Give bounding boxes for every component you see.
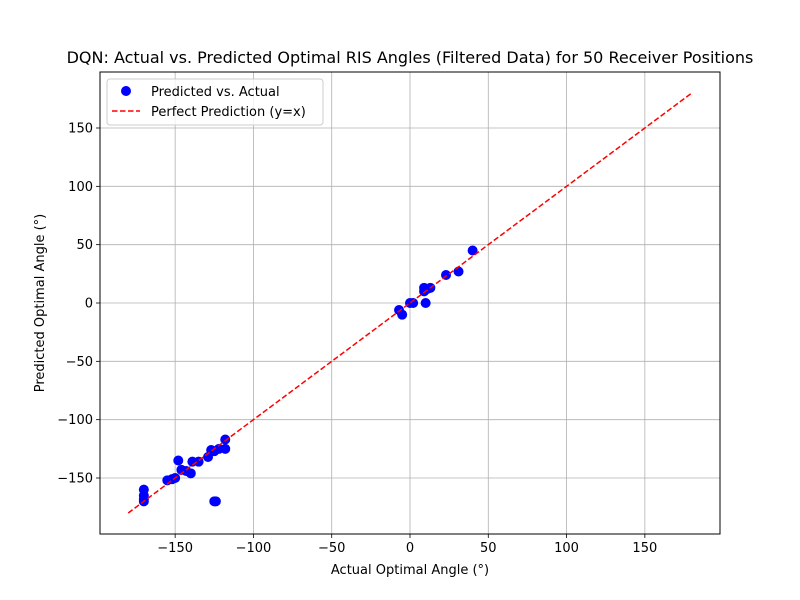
x-tick-label: 0 xyxy=(406,541,414,556)
x-axis-ticks: −150 −100 −50 0 50 100 150 xyxy=(157,534,657,556)
x-tick-label: −150 xyxy=(157,541,193,556)
plot-content xyxy=(127,92,693,514)
data-point xyxy=(220,434,231,445)
data-point xyxy=(210,496,221,507)
data-point xyxy=(138,494,149,504)
y-axis-label: Predicted Optimal Angle (°) xyxy=(33,214,48,393)
x-tick-label: 50 xyxy=(480,541,497,556)
perfect-prediction-line xyxy=(127,92,693,514)
legend-box xyxy=(106,78,324,126)
y-tick-label: 100 xyxy=(68,180,93,195)
y-tick-label: −50 xyxy=(66,355,93,370)
legend-marker-predicted xyxy=(121,86,131,96)
y-tick-label: −150 xyxy=(57,472,93,487)
x-tick-label: −100 xyxy=(236,541,272,556)
data-point xyxy=(408,298,419,308)
y-tick-label: −100 xyxy=(57,413,93,428)
y-axis-ticks: −150 −100 −50 0 50 100 150 xyxy=(57,122,100,487)
y-tick-label: 150 xyxy=(68,122,93,137)
x-tick-label: 100 xyxy=(554,541,579,556)
data-point xyxy=(173,455,184,466)
data-point xyxy=(220,443,231,454)
chart-title: DQN: Actual vs. Predicted Optimal RIS An… xyxy=(67,48,754,67)
data-point xyxy=(420,298,431,308)
y-tick-label: 0 xyxy=(85,297,93,312)
y-tick-label: 50 xyxy=(76,238,93,253)
legend: Predicted vs. Actual Perfect Prediction … xyxy=(106,78,324,126)
data-point xyxy=(185,468,196,479)
legend-label-perfect: Perfect Prediction (y=x) xyxy=(151,105,306,120)
data-point xyxy=(453,266,464,277)
legend-label-predicted: Predicted vs. Actual xyxy=(151,85,280,100)
data-point xyxy=(467,245,478,256)
x-tick-label: 150 xyxy=(632,541,657,556)
x-axis-label: Actual Optimal Angle (°) xyxy=(331,563,489,578)
x-tick-label: −50 xyxy=(318,541,345,556)
data-point xyxy=(397,309,408,320)
